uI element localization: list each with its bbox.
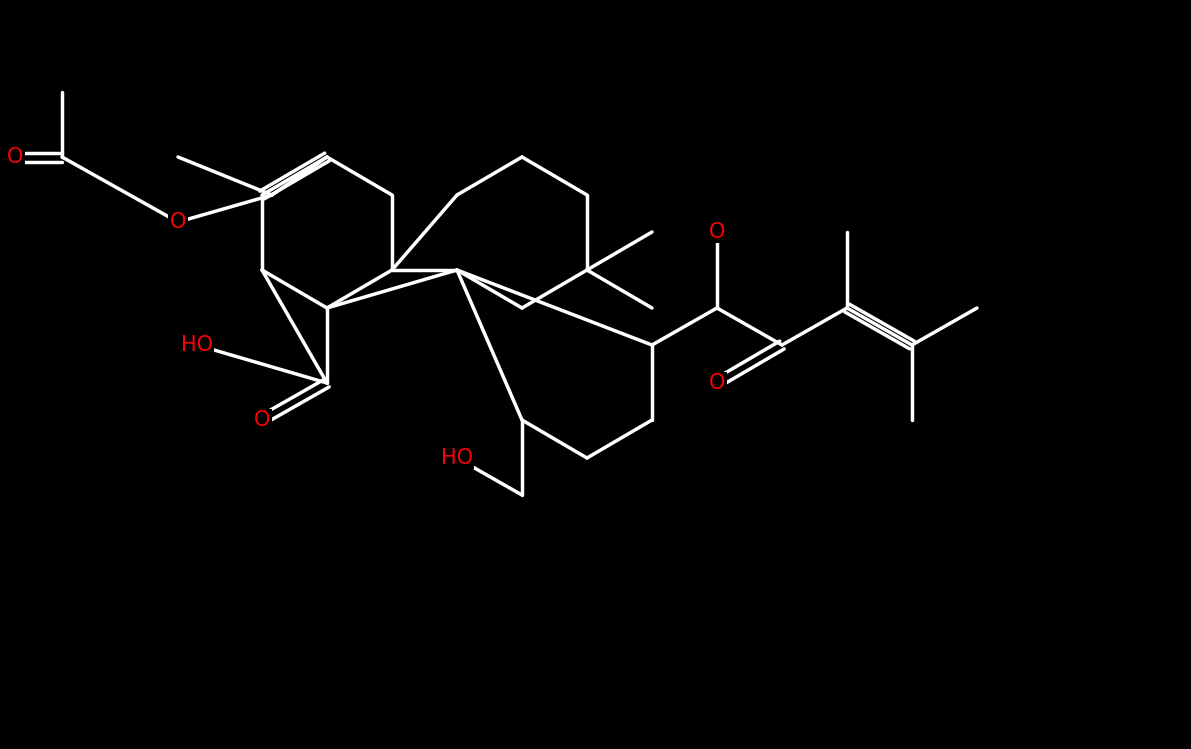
Text: O: O xyxy=(170,212,186,232)
Text: O: O xyxy=(709,373,725,393)
Text: O: O xyxy=(7,147,23,167)
Text: O: O xyxy=(254,410,270,430)
Text: HO: HO xyxy=(181,335,213,355)
Text: O: O xyxy=(709,222,725,242)
Text: HO: HO xyxy=(441,448,473,468)
